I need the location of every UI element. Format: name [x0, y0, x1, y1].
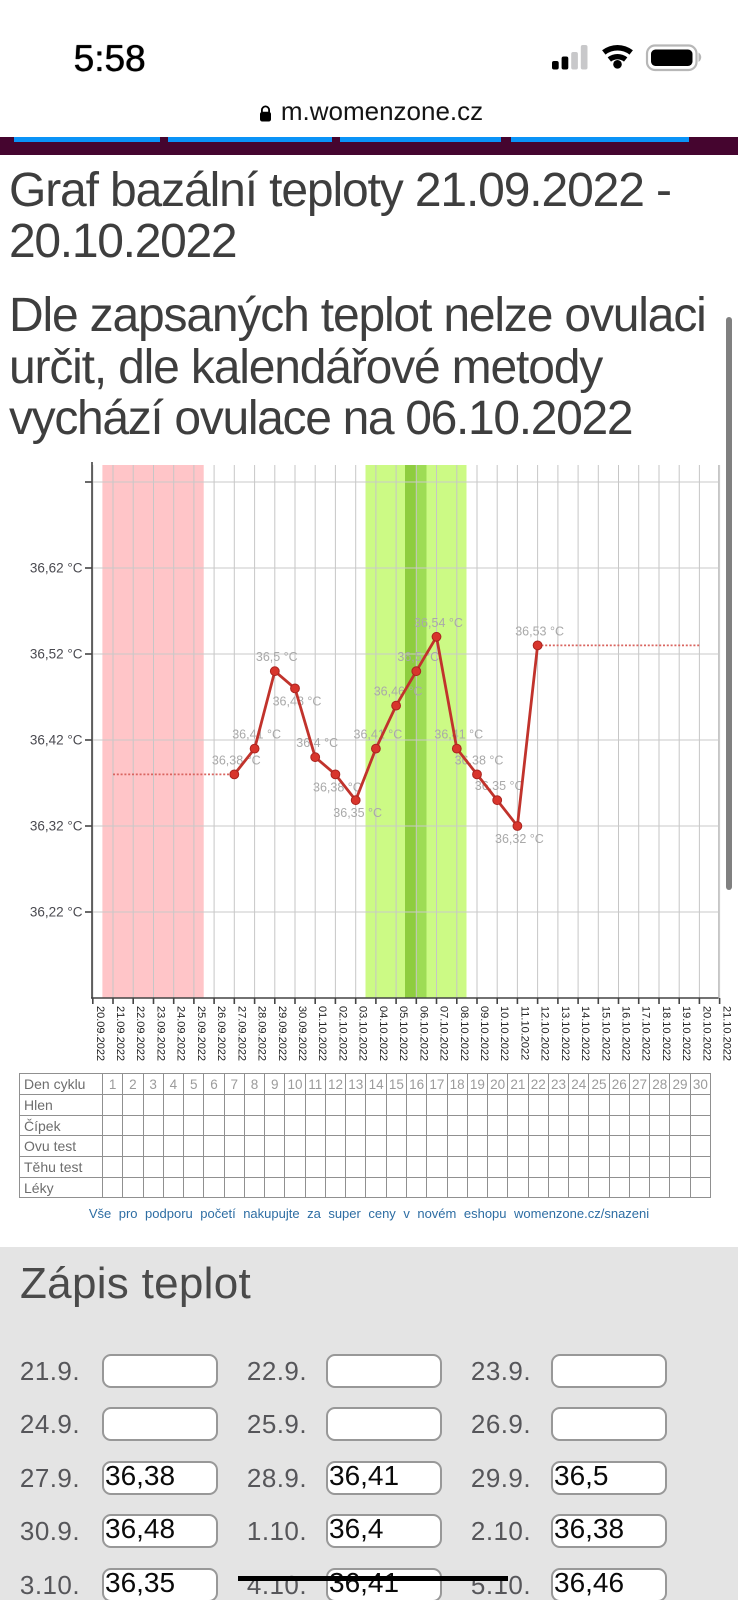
- svg-text:15.10.2022: 15.10.2022: [599, 1006, 611, 1061]
- svg-text:29.09.2022: 29.09.2022: [276, 1006, 288, 1061]
- svg-text:11.10.2022: 11.10.2022: [518, 1006, 530, 1060]
- svg-text:27.09.2022: 27.09.2022: [235, 1006, 247, 1061]
- svg-text:36,35 °C: 36,35 °C: [333, 806, 382, 820]
- svg-text:04.10.2022: 04.10.2022: [377, 1006, 389, 1061]
- svg-text:36,5 °C: 36,5 °C: [256, 650, 298, 664]
- svg-text:36,54 °C: 36,54 °C: [414, 616, 463, 630]
- svg-text:36,5 °C: 36,5 °C: [397, 650, 439, 664]
- svg-text:10.10.2022: 10.10.2022: [498, 1006, 510, 1061]
- svg-text:36,4 °C: 36,4 °C: [296, 736, 338, 750]
- svg-text:05.10.2022: 05.10.2022: [397, 1006, 409, 1061]
- svg-text:36,46 °C: 36,46 °C: [374, 685, 423, 699]
- svg-text:01.10.2022: 01.10.2022: [316, 1006, 328, 1061]
- svg-text:30.09.2022: 30.09.2022: [296, 1006, 308, 1061]
- svg-text:20.10.2022: 20.10.2022: [700, 1006, 712, 1061]
- svg-text:18.10.2022: 18.10.2022: [660, 1006, 672, 1061]
- svg-text:36,41 °C: 36,41 °C: [354, 728, 403, 742]
- svg-text:12.10.2022: 12.10.2022: [539, 1006, 551, 1061]
- svg-text:21.10.2022: 21.10.2022: [721, 1006, 733, 1061]
- svg-text:03.10.2022: 03.10.2022: [357, 1006, 369, 1061]
- svg-text:36,52 °C: 36,52 °C: [30, 647, 83, 662]
- svg-text:08.10.2022: 08.10.2022: [458, 1006, 470, 1061]
- svg-text:36,48 °C: 36,48 °C: [273, 694, 322, 708]
- svg-text:36,38 °C: 36,38 °C: [455, 753, 504, 767]
- svg-text:36,42 °C: 36,42 °C: [30, 733, 83, 748]
- svg-text:02.10.2022: 02.10.2022: [336, 1006, 348, 1061]
- svg-text:23.09.2022: 23.09.2022: [155, 1006, 167, 1061]
- svg-text:19.10.2022: 19.10.2022: [680, 1006, 692, 1061]
- svg-text:06.10.2022: 06.10.2022: [417, 1006, 429, 1061]
- svg-text:26.09.2022: 26.09.2022: [215, 1006, 227, 1061]
- svg-text:24.09.2022: 24.09.2022: [175, 1006, 187, 1061]
- svg-text:13.10.2022: 13.10.2022: [559, 1006, 571, 1061]
- svg-text:07.10.2022: 07.10.2022: [438, 1006, 450, 1061]
- svg-text:25.09.2022: 25.09.2022: [195, 1006, 207, 1061]
- svg-text:17.10.2022: 17.10.2022: [640, 1006, 652, 1061]
- svg-text:14.10.2022: 14.10.2022: [579, 1006, 591, 1061]
- svg-text:22.09.2022: 22.09.2022: [134, 1006, 146, 1061]
- svg-text:21.09.2022: 21.09.2022: [114, 1006, 126, 1061]
- svg-text:36,41 °C: 36,41 °C: [434, 728, 483, 742]
- svg-text:09.10.2022: 09.10.2022: [478, 1006, 490, 1061]
- svg-text:36,41 °C: 36,41 °C: [232, 728, 281, 742]
- svg-text:36,38 °C: 36,38 °C: [313, 780, 362, 794]
- svg-text:28.09.2022: 28.09.2022: [256, 1006, 268, 1061]
- svg-text:36,35 °C: 36,35 °C: [475, 779, 524, 793]
- svg-text:36,62 °C: 36,62 °C: [30, 561, 83, 576]
- svg-text:36,32 °C: 36,32 °C: [30, 819, 83, 834]
- svg-text:20.09.2022: 20.09.2022: [94, 1006, 106, 1061]
- svg-text:36,53 °C: 36,53 °C: [515, 624, 564, 638]
- svg-text:16.10.2022: 16.10.2022: [620, 1006, 632, 1061]
- svg-text:36,22 °C: 36,22 °C: [30, 905, 83, 920]
- svg-text:36,38 °C: 36,38 °C: [212, 753, 261, 767]
- svg-text:36,32 °C: 36,32 °C: [495, 832, 544, 846]
